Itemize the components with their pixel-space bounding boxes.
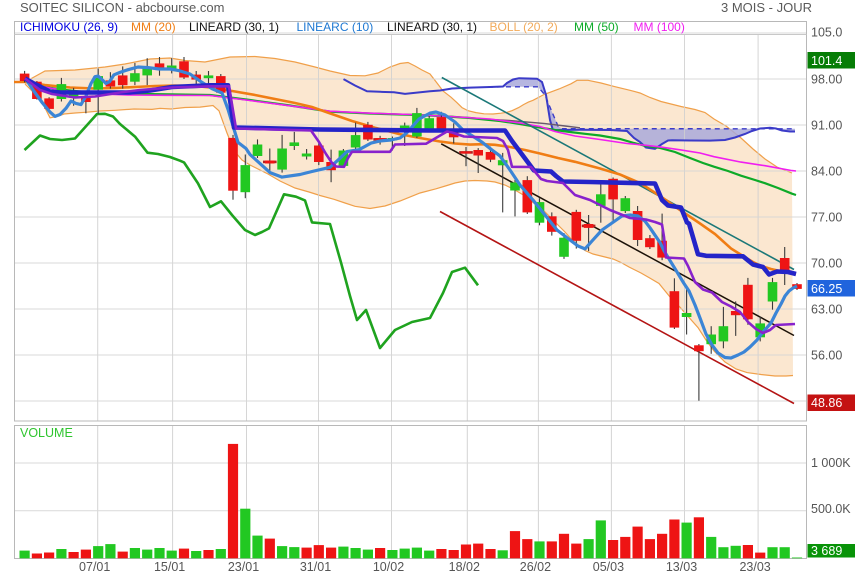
svg-text:70.00: 70.00 — [811, 257, 842, 271]
svg-text:26/02: 26/02 — [520, 560, 551, 574]
svg-text:ICHIMOKU (26, 9): ICHIMOKU (26, 9) — [20, 20, 118, 34]
svg-text:77.00: 77.00 — [811, 211, 842, 225]
svg-text:05/03: 05/03 — [593, 560, 624, 574]
svg-text:500.0K: 500.0K — [811, 502, 851, 516]
svg-text:VOLUME: VOLUME — [20, 426, 73, 440]
svg-text:LINEARD (30, 1): LINEARD (30, 1) — [189, 20, 279, 34]
svg-text:63.00: 63.00 — [811, 303, 842, 317]
svg-text:3 MOIS - JOUR: 3 MOIS - JOUR — [721, 0, 812, 15]
svg-text:56.00: 56.00 — [811, 349, 842, 363]
svg-text:31/01: 31/01 — [300, 560, 331, 574]
svg-text:18/02: 18/02 — [449, 560, 480, 574]
svg-text:10/02: 10/02 — [373, 560, 404, 574]
svg-text:23/01: 23/01 — [228, 560, 259, 574]
svg-text:15/01: 15/01 — [154, 560, 185, 574]
svg-text:84.00: 84.00 — [811, 165, 842, 179]
svg-text:MM (100): MM (100) — [634, 20, 685, 34]
svg-text:MM (20): MM (20) — [131, 20, 176, 34]
svg-text:13/03: 13/03 — [666, 560, 697, 574]
svg-text:105.0: 105.0 — [811, 26, 842, 40]
svg-text:MM (50): MM (50) — [574, 20, 619, 34]
svg-text:1 000K: 1 000K — [811, 456, 851, 470]
svg-text:48.86: 48.86 — [811, 396, 842, 410]
svg-text:23/03: 23/03 — [739, 560, 770, 574]
svg-text:LINEARD (30, 1): LINEARD (30, 1) — [387, 20, 477, 34]
svg-text:98.00: 98.00 — [811, 73, 842, 87]
svg-text:LINEARC (10): LINEARC (10) — [297, 20, 374, 34]
svg-text:BOLL (20, 2): BOLL (20, 2) — [490, 20, 558, 34]
svg-text:66.25: 66.25 — [811, 282, 842, 296]
svg-text:101.4: 101.4 — [811, 54, 842, 68]
svg-text:SOITEC SILICON - abcbourse.com: SOITEC SILICON - abcbourse.com — [20, 0, 224, 15]
svg-text:07/01: 07/01 — [79, 560, 110, 574]
svg-text:3 689: 3 689 — [811, 544, 842, 558]
svg-text:91.00: 91.00 — [811, 119, 842, 133]
